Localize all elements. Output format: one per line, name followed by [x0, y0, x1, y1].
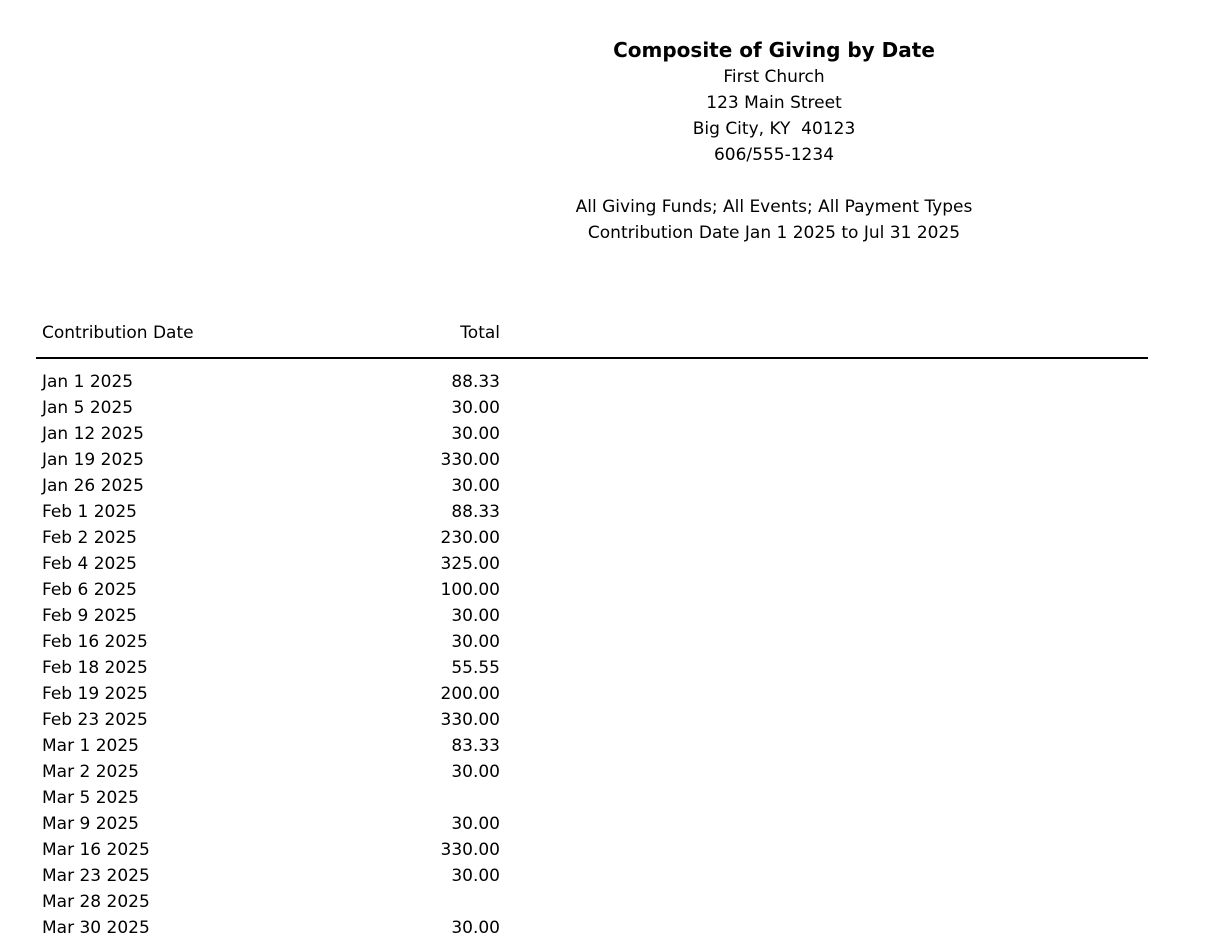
table-row: Jan 26 2025 30.00: [42, 473, 1148, 499]
row-total: 330.00: [440, 450, 500, 470]
row-total: 30.00: [451, 606, 500, 626]
row-contribution-date: Feb 16 2025: [42, 632, 148, 652]
filter-summary-line: All Giving Funds; All Events; All Paymen…: [575, 197, 973, 217]
table-row: Mar 16 2025 330.00: [42, 837, 1148, 863]
row-total: 88.33: [451, 502, 500, 522]
table-header-row: Contribution Date Total: [36, 320, 1148, 359]
row-total: 330.00: [440, 840, 500, 860]
row-total: 30.00: [451, 398, 500, 418]
row-contribution-date: Mar 16 2025: [42, 840, 150, 860]
column-header-contribution-date: Contribution Date: [42, 323, 194, 343]
report-filters: All Giving Funds; All Events; All Paymen…: [332, 194, 1216, 246]
address-street: 123 Main Street: [706, 93, 842, 113]
table-row: Feb 6 2025 100.00: [42, 577, 1148, 603]
contributions-table: Contribution Date Total Jan 1 2025 88.33…: [36, 320, 1148, 941]
row-total: 30.00: [451, 918, 500, 938]
organization-name: First Church: [723, 67, 825, 87]
column-header-total: Total: [460, 323, 500, 343]
table-row: Mar 1 2025 83.33: [42, 733, 1148, 759]
table-row: Mar 28 2025: [42, 889, 1148, 915]
row-total: 30.00: [451, 424, 500, 444]
row-contribution-date: Jan 12 2025: [42, 424, 144, 444]
row-contribution-date: Feb 9 2025: [42, 606, 137, 626]
table-row: Mar 30 2025 30.00: [42, 915, 1148, 941]
row-total: 55.55: [451, 658, 500, 678]
row-total: 30.00: [451, 476, 500, 496]
row-total: [362, 785, 500, 811]
row-total: 83.33: [451, 736, 500, 756]
row-total: 325.00: [440, 554, 500, 574]
row-total: 30.00: [451, 632, 500, 652]
table-row: Jan 12 2025 30.00: [42, 421, 1148, 447]
row-contribution-date: Mar 5 2025: [42, 788, 139, 808]
row-contribution-date: Mar 23 2025: [42, 866, 150, 886]
row-total: 100.00: [440, 580, 500, 600]
table-body: Jan 1 2025 88.33 Jan 5 2025 30.00 Jan 12…: [36, 359, 1148, 941]
row-contribution-date: Mar 9 2025: [42, 814, 139, 834]
table-row: Mar 2 2025 30.00: [42, 759, 1148, 785]
row-contribution-date: Jan 5 2025: [42, 398, 134, 418]
row-contribution-date: Jan 19 2025: [42, 450, 144, 470]
row-contribution-date: Feb 18 2025: [42, 658, 148, 678]
table-row: Feb 23 2025 330.00: [42, 707, 1148, 733]
row-contribution-date: Jan 1 2025: [42, 372, 134, 392]
table-row: Jan 5 2025 30.00: [42, 395, 1148, 421]
row-contribution-date: Jan 26 2025: [42, 476, 144, 496]
row-contribution-date: Feb 2 2025: [42, 528, 137, 548]
table-row: Feb 1 2025 88.33: [42, 499, 1148, 525]
row-contribution-date: Feb 23 2025: [42, 710, 148, 730]
row-total: 88.33: [451, 372, 500, 392]
table-row: Feb 19 2025 200.00: [42, 681, 1148, 707]
report-title: Composite of Giving by Date: [613, 38, 935, 62]
address-city-state-zip: Big City, KY 40123: [692, 119, 856, 139]
date-range-line: Contribution Date Jan 1 2025 to Jul 31 2…: [587, 223, 961, 243]
table-row: Feb 2 2025 230.00: [42, 525, 1148, 551]
row-contribution-date: Feb 19 2025: [42, 684, 148, 704]
table-row: Feb 16 2025 30.00: [42, 629, 1148, 655]
row-total: 330.00: [440, 710, 500, 730]
row-contribution-date: Mar 30 2025: [42, 918, 150, 938]
row-contribution-date: Feb 4 2025: [42, 554, 137, 574]
row-contribution-date: Feb 6 2025: [42, 580, 137, 600]
row-total: 200.00: [440, 684, 500, 704]
row-total: 30.00: [451, 814, 500, 834]
table-row: Jan 1 2025 88.33: [42, 369, 1148, 395]
report-header: Composite of Giving by Date First Church…: [0, 0, 1216, 246]
table-row: Mar 9 2025 30.00: [42, 811, 1148, 837]
row-contribution-date: Feb 1 2025: [42, 502, 137, 522]
row-total: 230.00: [440, 528, 500, 548]
row-total: [362, 889, 500, 915]
phone-number: 606/555-1234: [713, 145, 835, 165]
table-row: Mar 5 2025: [42, 785, 1148, 811]
table-row: Mar 23 2025 30.00: [42, 863, 1148, 889]
row-contribution-date: Mar 1 2025: [42, 736, 139, 756]
table-row: Feb 4 2025 325.00: [42, 551, 1148, 577]
table-row: Feb 9 2025 30.00: [42, 603, 1148, 629]
row-total: 30.00: [451, 866, 500, 886]
row-total: 30.00: [451, 762, 500, 782]
row-contribution-date: Mar 2 2025: [42, 762, 139, 782]
table-row: Jan 19 2025 330.00: [42, 447, 1148, 473]
row-contribution-date: Mar 28 2025: [42, 892, 150, 912]
table-row: Feb 18 2025 55.55: [42, 655, 1148, 681]
